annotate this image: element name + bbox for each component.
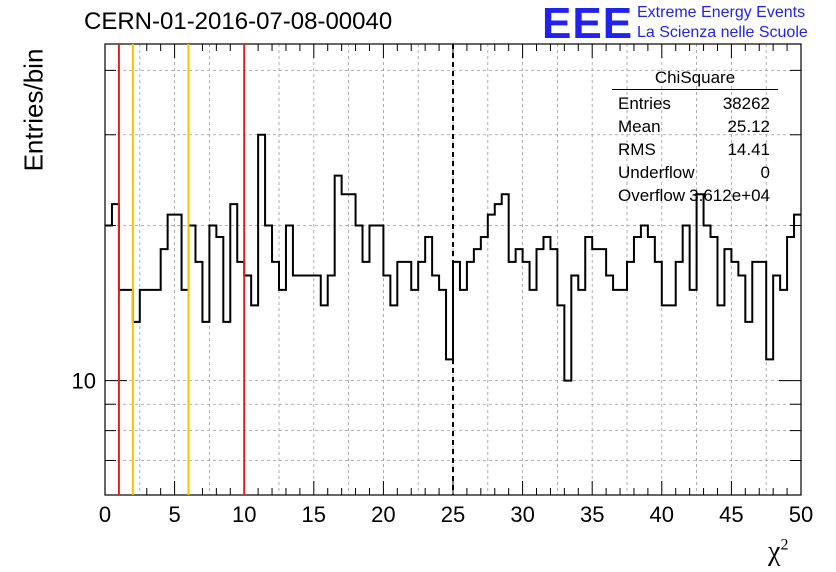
x-axis-label: χ2 <box>768 536 788 568</box>
x-tick-label: 40 <box>650 502 674 527</box>
x-tick-label: 10 <box>232 502 256 527</box>
stats-title: ChiSquare <box>612 68 778 90</box>
y-axis-label: Entries/bin <box>18 48 49 172</box>
stats-value: 25.12 <box>727 117 770 136</box>
stats-row-overflow: Overflow 3.612e+04 <box>612 184 778 207</box>
stats-label: Underflow <box>618 163 695 182</box>
stats-value: 14.41 <box>727 140 770 159</box>
x-axis-label-sup: 2 <box>780 536 789 554</box>
eee-logo-text: Extreme Energy Events La Scienza nelle S… <box>637 3 808 43</box>
stats-label: Mean <box>618 117 661 136</box>
x-tick-label: 25 <box>441 502 465 527</box>
histogram-series <box>105 133 801 382</box>
logo-line-2: La Scienza nelle Scuole <box>637 24 808 41</box>
x-tick-label: 45 <box>719 502 743 527</box>
stats-box: ChiSquare Entries 38262 Mean 25.12 RMS 14.4… <box>612 68 778 207</box>
stats-row-mean: Mean 25.12 <box>612 115 778 138</box>
stats-value: 38262 <box>722 94 770 113</box>
x-axis-label-base: χ <box>768 536 781 567</box>
logo-line-1: Extreme Energy Events <box>637 4 806 21</box>
chart-title: CERN-01-2016-07-08-00040 <box>84 8 393 35</box>
stats-label: Overflow <box>618 186 686 205</box>
stats-row-entries: Entries 38262 <box>612 92 778 115</box>
eee-logo: EEE <box>542 0 634 48</box>
x-tick-label: 5 <box>168 502 180 527</box>
x-tick-label: 15 <box>302 502 326 527</box>
stats-row-rms: RMS 14.41 <box>612 138 778 161</box>
x-tick-label: 30 <box>510 502 534 527</box>
stats-value: 0 <box>760 163 770 182</box>
stats-row-underflow: Underflow 0 <box>612 161 778 184</box>
stats-label: Entries <box>618 94 671 113</box>
x-tick-label: 35 <box>580 502 604 527</box>
x-tick-label: 20 <box>371 502 395 527</box>
x-tick-label: 0 <box>99 502 111 527</box>
stats-value: 3.612e+04 <box>689 186 770 205</box>
stats-label: RMS <box>618 140 656 159</box>
y-tick-label: 10 <box>72 369 96 394</box>
x-tick-label: 50 <box>789 502 813 527</box>
